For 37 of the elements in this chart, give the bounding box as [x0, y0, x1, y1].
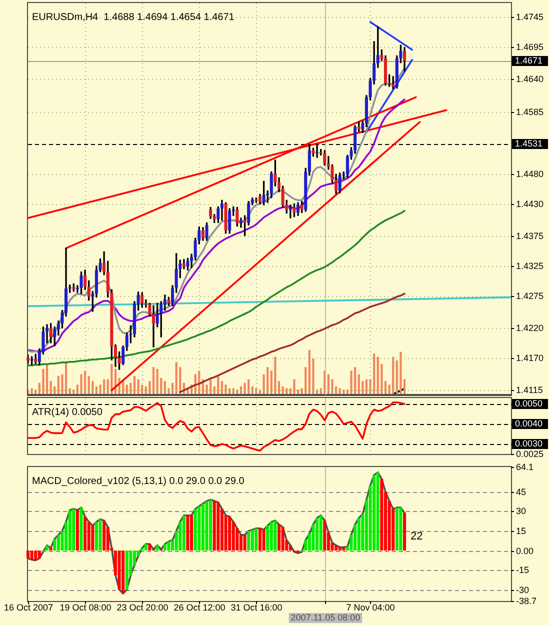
- y-tick-label: 1.4115: [516, 384, 543, 395]
- y-tick-label: 1.4640: [516, 74, 544, 84]
- y-tick-label: 1.4430: [516, 198, 544, 209]
- y-tick-label: 0.0050: [515, 398, 543, 408]
- y-tick-label: 1.4220: [516, 322, 544, 333]
- y-tick-label: 1.4745: [516, 12, 544, 22]
- y-tick-label: 30: [516, 506, 526, 516]
- x-tick-label: 2007.11.05 08:00: [290, 612, 360, 622]
- y-tick-label: -15: [516, 564, 530, 575]
- y-tick-label: 1.4325: [516, 260, 544, 271]
- x-tick-label: 23 Oct 20:00: [116, 602, 168, 612]
- y-tick-label: 15: [516, 526, 526, 536]
- x-tick-label: 16 Oct 2007: [4, 602, 54, 612]
- ref-line-label: 1.4531: [515, 138, 543, 148]
- y-tick-label: 45: [516, 486, 526, 497]
- y-tick-label: 0.00: [516, 546, 534, 556]
- y-tick-label: -30: [516, 584, 530, 595]
- x-tick-label: 19 Oct 08:00: [60, 602, 112, 612]
- text: EURUSDm,H4 1.4688 1.4694 1.4654 1.4671: [32, 12, 235, 23]
- y-tick-label: 1.4275: [516, 290, 544, 301]
- y-tick-label: 1.4695: [516, 42, 544, 52]
- x-tick-label: 26 Oct 12:00: [174, 602, 226, 612]
- y-tick-label: 0.0040: [515, 418, 543, 428]
- ref-line-label: 1.4671: [515, 55, 543, 66]
- text: MACD_Colored_v102 (5,13,1) 0.0 29.0 0.0 29.0: [32, 476, 245, 487]
- y-tick-label: 0.0025: [516, 448, 544, 459]
- y-tick-label: 1.4480: [516, 168, 544, 179]
- text: ATR(14) 0.0050: [32, 406, 103, 418]
- y-tick-label: 1.4585: [516, 106, 544, 117]
- x-tick-label: 31 Oct 16:00: [230, 602, 282, 612]
- y-tick-label: 0.0030: [515, 438, 543, 448]
- annotation: 22: [410, 530, 423, 543]
- y-tick-label: 64.1: [516, 462, 534, 472]
- y-tick-label: 1.4375: [516, 230, 544, 241]
- y-tick-label: -38.7: [516, 596, 537, 606]
- y-tick-label: 1.4170: [516, 352, 544, 363]
- x-tick-label: 7 Nov 04:00: [346, 602, 395, 612]
